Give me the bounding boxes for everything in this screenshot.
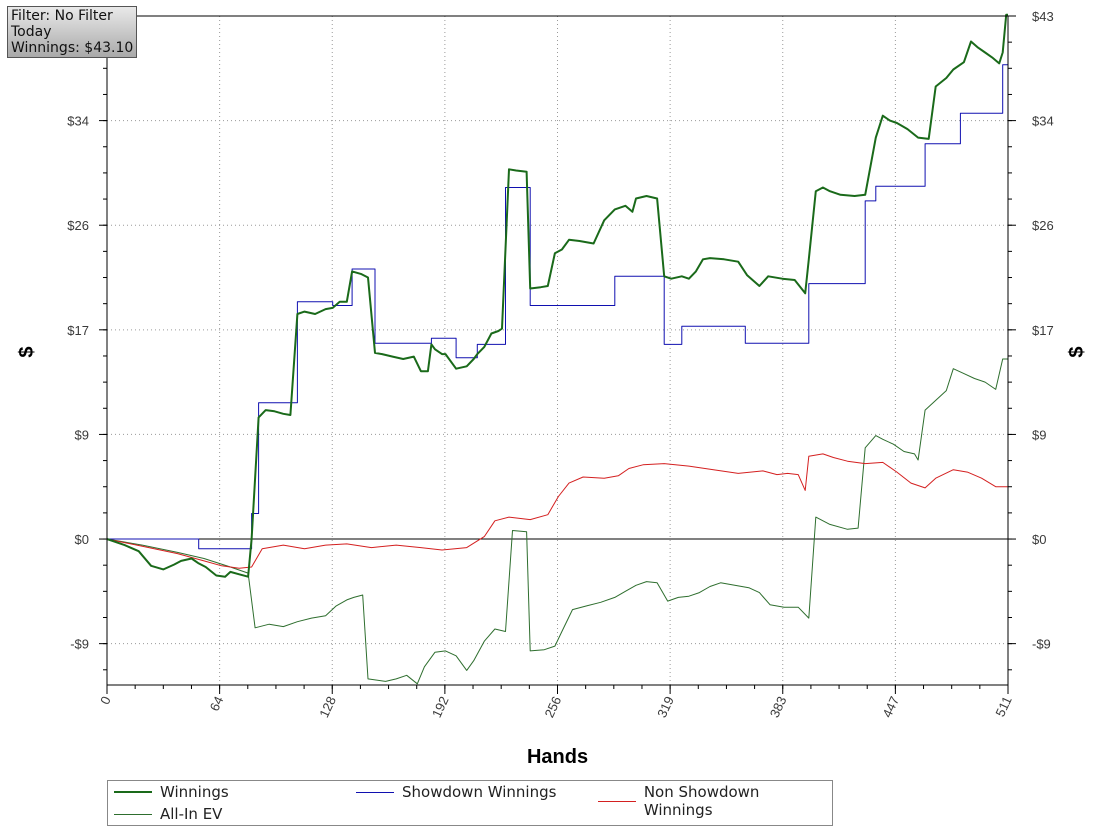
filter-label: Filter: No Filter [11,8,113,24]
y-tick-label-left: $26 [67,218,89,233]
y-tick-label-left: $0 [75,532,89,547]
chart-legend: Winnings Showdown Winnings Non Showdown … [107,780,833,826]
series-line-showdown-winnings [107,64,1008,550]
legend-swatch-winnings [114,791,152,793]
series-lines [106,13,1008,685]
series-line-winnings [106,13,1008,578]
x-tick-label: 0 [97,694,114,707]
x-tick-label: 319 [654,694,677,720]
legend-item-allin-ev[interactable]: All-In EV [114,805,222,823]
y-tick-label-left: $17 [67,323,89,338]
legend-label: Winnings [160,783,229,801]
x-axis-title: Hands [527,746,588,768]
axis-ticks [99,15,1016,694]
grid [107,16,1008,685]
y-tick-label-right: $34 [1032,114,1054,129]
legend-item-showdown[interactable]: Showdown Winnings [356,783,556,801]
y-tick-label-right: $43 [1032,9,1054,24]
legend-item-winnings[interactable]: Winnings [114,783,229,801]
x-tick-label: 383 [767,694,790,720]
legend-item-non-showdown[interactable]: Non Showdown Winnings [598,783,832,819]
period-label: Today [11,24,52,40]
x-tick-label: 447 [879,694,902,720]
tick-labels: 064128192256319383447511$43$43$34$34$26$… [67,9,1053,720]
legend-label: Showdown Winnings [402,783,557,801]
y-tick-label-right: $26 [1032,218,1054,233]
y-axis-title-right: $ [1066,346,1088,357]
y-tick-label-right: $17 [1032,323,1054,338]
legend-label: All-In EV [160,805,223,823]
x-tick-label: 192 [429,694,452,720]
y-tick-label-left: $34 [67,114,89,129]
x-tick-label: 128 [316,694,339,720]
y-tick-label-left: -$9 [70,637,89,652]
filter-info-box: Filter: No Filter Today Winnings: $43.10 [7,6,137,58]
legend-swatch-allin-ev [114,813,152,815]
total-winnings-label: Winnings: $43.10 [11,40,134,56]
series-line-non-showdown-winnings [106,453,1008,569]
y-tick-label-left: $9 [75,427,89,442]
legend-swatch-non-showdown [598,800,636,802]
x-tick-label: 511 [992,694,1014,719]
plot-frame [106,15,1009,686]
y-tick-label-right: $0 [1032,532,1046,547]
y-axis-title-left: $ [16,346,38,357]
x-tick-label: 256 [541,694,564,720]
y-tick-label-right: $9 [1032,427,1046,442]
y-tick-label-right: -$9 [1032,637,1051,652]
series-line-all-in-ev [106,358,1008,685]
x-tick-label: 64 [207,694,227,713]
legend-label: Non Showdown Winnings [643,783,760,819]
legend-swatch-showdown [356,791,394,793]
